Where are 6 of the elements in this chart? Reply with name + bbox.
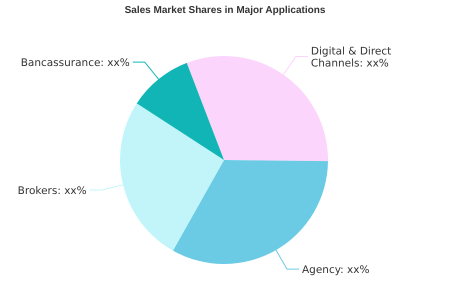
- chart-title: Sales Market Shares in Major Applications: [124, 5, 326, 16]
- slice-label: Agency: xx%: [302, 264, 370, 276]
- slice-label: Bancassurance: xx%: [20, 57, 130, 70]
- slice-label: Digital & Direct Channels: xx%: [310, 46, 392, 70]
- slice-label: Brokers: xx%: [18, 185, 87, 198]
- pie-slice: [136, 62, 224, 160]
